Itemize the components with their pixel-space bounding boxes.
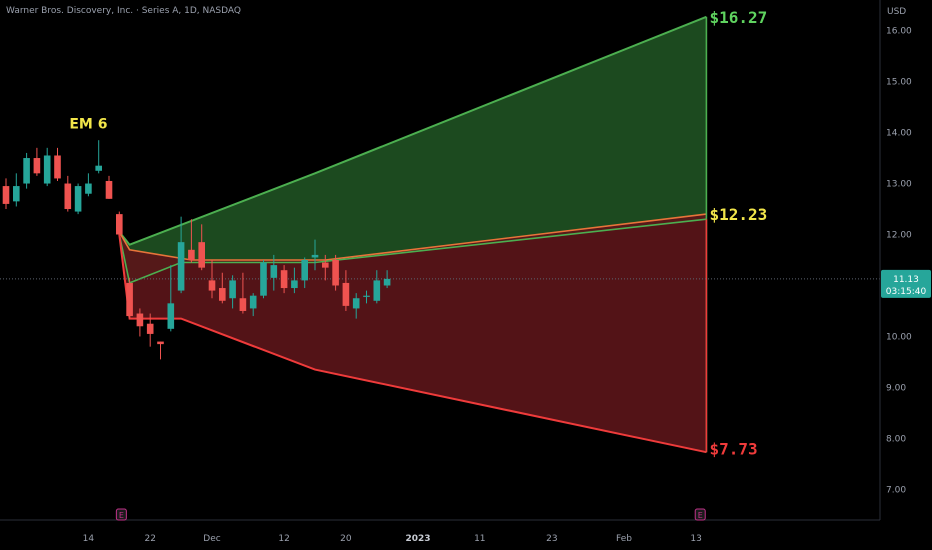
- candle-body: [280, 270, 288, 289]
- candle-body: [116, 214, 123, 235]
- candle-body: [383, 278, 391, 286]
- x-tick-label: 22: [144, 534, 155, 544]
- earnings-marker-box: [694, 508, 706, 521]
- candle-body: [167, 303, 175, 329]
- candle-body: [270, 265, 278, 278]
- candle-body: [352, 298, 360, 309]
- candle-body: [373, 280, 381, 301]
- candle-body: [95, 165, 102, 171]
- price-callout: $12.23: [709, 205, 767, 224]
- candle-body: [136, 313, 144, 327]
- x-tick-label: 20: [340, 534, 352, 544]
- x-tick-label: 11: [474, 534, 485, 544]
- candle-body: [239, 298, 247, 311]
- last-price-badge: [881, 269, 931, 298]
- candle-body: [332, 260, 339, 286]
- candle-body: [126, 282, 133, 317]
- candle-body: [249, 295, 257, 309]
- candle-body: [85, 183, 92, 194]
- last-price-value: 11.13: [893, 275, 919, 285]
- y-tick-label: 15.00: [886, 78, 912, 88]
- candle-body: [146, 323, 154, 334]
- countdown-timer: 03:15:40: [886, 287, 927, 297]
- em-label: EM 6: [69, 116, 107, 132]
- candle-body: [311, 254, 319, 258]
- candle-body: [291, 280, 298, 289]
- candle-body: [157, 341, 164, 345]
- candle-body: [177, 242, 185, 291]
- candle-body: [301, 260, 308, 281]
- candle-body: [219, 288, 226, 301]
- earnings-marker-label: E: [698, 511, 703, 520]
- y-tick-label: 16.00: [886, 27, 912, 37]
- candle-body: [198, 242, 205, 268]
- annotations: EM 6 $16.27 $12.23 $7.73: [69, 8, 767, 459]
- candle-body: [342, 282, 350, 306]
- candle-body: [363, 295, 370, 297]
- y-tick-label: 10.00: [886, 332, 912, 342]
- candle-body: [74, 186, 82, 212]
- x-tick-label: 2023: [405, 534, 430, 544]
- currency-label: USD: [887, 7, 906, 17]
- earnings-marker-box: [115, 508, 127, 521]
- lower-band-line: [118, 234, 707, 454]
- candle-body: [2, 186, 10, 204]
- x-tick-label: 23: [546, 534, 557, 544]
- y-tick-label: 9.00: [886, 383, 906, 393]
- candle-body: [23, 158, 30, 184]
- candle-body: [208, 280, 216, 291]
- expected-move-bands: [0, 15, 880, 454]
- candle-body: [260, 262, 267, 296]
- candle-body: [54, 155, 61, 179]
- y-tick-label: 12.00: [886, 231, 912, 241]
- earnings-marker-icon: E: [115, 508, 127, 521]
- candle-body: [105, 180, 113, 199]
- candle-body: [229, 280, 236, 299]
- candle-body: [188, 249, 195, 260]
- y-tick-label: 7.00: [886, 485, 906, 495]
- candle-body: [64, 183, 72, 210]
- candle-body: [13, 186, 20, 202]
- upper-band-line: [118, 15, 707, 246]
- chart-title: Warner Bros. Discovery, Inc. · Series A,…: [6, 6, 241, 16]
- price-callout: $16.27: [709, 8, 767, 27]
- price-callout: $7.73: [709, 440, 757, 459]
- x-tick-label: 14: [83, 534, 95, 544]
- x-tick-label: 13: [690, 534, 701, 544]
- candle-body: [43, 155, 51, 184]
- y-tick-label: 13.00: [886, 180, 912, 190]
- x-tick-label: Dec: [203, 534, 220, 544]
- upper-range-fill: [119, 16, 707, 283]
- x-tick-label: Feb: [616, 534, 632, 544]
- candle-body: [322, 262, 329, 268]
- y-tick-label: 8.00: [886, 434, 906, 444]
- earnings-marker-icon: E: [694, 508, 706, 521]
- y-tick-label: 14.00: [886, 129, 912, 139]
- x-tick-label: 12: [278, 534, 289, 544]
- candle-body: [33, 158, 41, 174]
- candlesticks: [2, 140, 391, 360]
- earnings-marker-label: E: [119, 511, 124, 520]
